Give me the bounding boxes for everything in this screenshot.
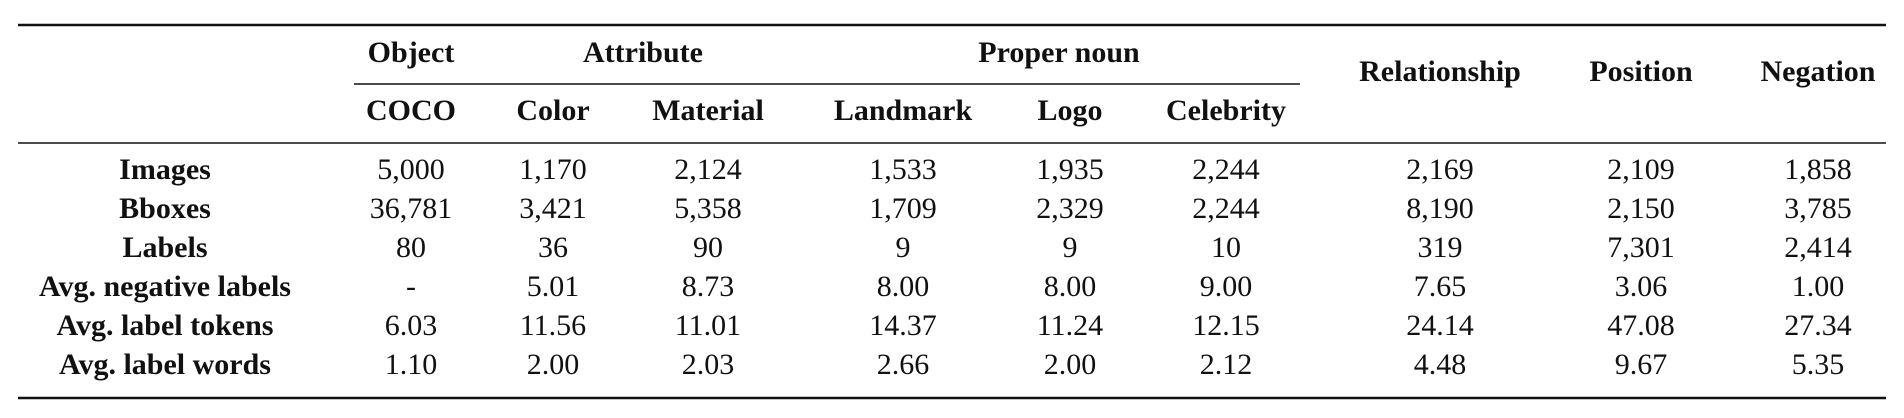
sub-header: Landmark	[834, 94, 973, 127]
cell: 2.12	[1200, 348, 1253, 381]
cell: 47.08	[1607, 309, 1675, 342]
cell: 1,533	[869, 153, 937, 186]
cell: 2,124	[674, 153, 742, 186]
cell: 2,109	[1607, 153, 1675, 186]
cell: 2,150	[1607, 192, 1675, 225]
cell: 9	[1063, 231, 1078, 264]
cell: 6.03	[385, 309, 438, 342]
cell: 1.00	[1792, 270, 1845, 303]
cell: 8.00	[877, 270, 930, 303]
cell: -	[406, 270, 416, 303]
cell: 1,858	[1784, 153, 1852, 186]
cell: 4.48	[1414, 348, 1467, 381]
cell: 5.01	[527, 270, 580, 303]
sub-header: Celebrity	[1166, 94, 1286, 127]
cell: 2,244	[1192, 153, 1260, 186]
group-header: Negation	[1761, 55, 1876, 88]
cell: 2,414	[1784, 231, 1852, 264]
row-label: Avg. negative labels	[39, 270, 291, 303]
cell: 2,244	[1192, 192, 1260, 225]
cell: 11.01	[675, 309, 741, 342]
group-header: Object	[368, 36, 455, 69]
cell: 11.56	[520, 309, 586, 342]
row-label: Avg. label tokens	[57, 309, 274, 342]
cell: 14.37	[869, 309, 937, 342]
cell: 10	[1211, 231, 1241, 264]
cell: 24.14	[1406, 309, 1474, 342]
cell: 5,000	[377, 153, 445, 186]
cell: 2.00	[1044, 348, 1097, 381]
sub-header: COCO	[366, 94, 456, 127]
cell: 5,358	[674, 192, 742, 225]
cell: 1,170	[519, 153, 587, 186]
group-header: Attribute	[583, 36, 703, 69]
cell: 27.34	[1784, 309, 1852, 342]
row-label: Labels	[122, 231, 207, 264]
cell: 1.10	[385, 348, 438, 381]
cell: 2,169	[1406, 153, 1474, 186]
cell: 9.67	[1615, 348, 1668, 381]
cell: 5.35	[1792, 348, 1845, 381]
sub-header: Material	[652, 94, 764, 127]
group-header: Position	[1589, 55, 1693, 88]
cell: 36,781	[370, 192, 453, 225]
row-label: Bboxes	[119, 192, 211, 225]
cell: 1,709	[869, 192, 937, 225]
row-label: Images	[119, 153, 211, 186]
cell: 9	[896, 231, 911, 264]
cell: 8.73	[682, 270, 735, 303]
cell: 319	[1418, 231, 1463, 264]
cell: 9.00	[1200, 270, 1253, 303]
cell: 2.00	[527, 348, 580, 381]
cell: 3.06	[1615, 270, 1668, 303]
cell: 7.65	[1414, 270, 1467, 303]
cell: 36	[538, 231, 568, 264]
row-label: Avg. label words	[59, 348, 271, 381]
cell: 3,785	[1784, 192, 1852, 225]
cell: 11.24	[1037, 309, 1103, 342]
cell: 8,190	[1406, 192, 1474, 225]
cell: 90	[693, 231, 723, 264]
cell: 8.00	[1044, 270, 1097, 303]
cell: 7,301	[1607, 231, 1675, 264]
sub-header: Logo	[1037, 94, 1102, 127]
group-header: Relationship	[1359, 55, 1521, 88]
cell: 2,329	[1036, 192, 1104, 225]
sub-header: Color	[516, 94, 589, 127]
cell: 12.15	[1192, 309, 1260, 342]
cell: 1,935	[1036, 153, 1104, 186]
group-header: Proper noun	[978, 36, 1140, 69]
cell: 80	[396, 231, 426, 264]
cell: 3,421	[519, 192, 587, 225]
cell: 2.03	[682, 348, 735, 381]
cell: 2.66	[877, 348, 930, 381]
